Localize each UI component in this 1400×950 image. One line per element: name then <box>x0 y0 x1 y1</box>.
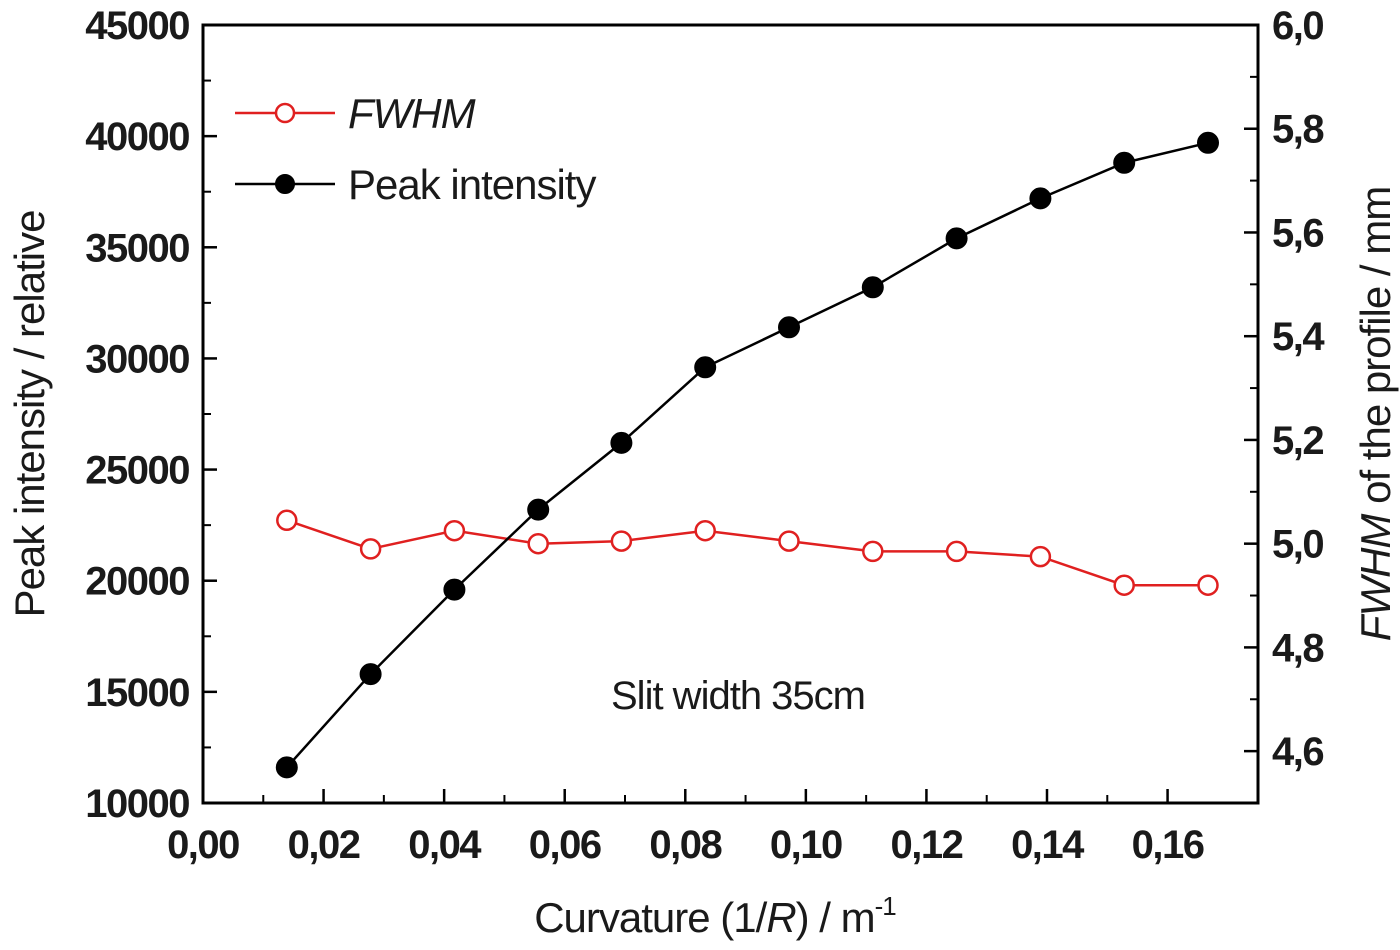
y-left-tick-label-4: 30000 <box>85 337 189 381</box>
point-fwhm-10 <box>1113 574 1135 596</box>
y-right-tick-label-2: 5,0 <box>1272 523 1323 567</box>
axis-ticks <box>201 23 1258 805</box>
legend: FWHM Peak intensity <box>235 90 597 208</box>
point-peak-intensity-8 <box>945 227 968 250</box>
y-right-tick-label-6: 5,8 <box>1272 108 1324 152</box>
point-fwhm-9 <box>1029 545 1052 568</box>
point-fwhm-3 <box>527 532 549 555</box>
y-axis-left-title: Peak intensity / relative <box>6 211 53 618</box>
x-tick-label-6: 0,12 <box>890 823 962 867</box>
legend-fwhm-label: FWHM <box>348 90 476 137</box>
slit-width-annotation: Slit width 35cm <box>611 674 865 718</box>
point-fwhm-6 <box>778 530 800 552</box>
point-fwhm-5 <box>694 519 716 542</box>
x-tick-label-2: 0,04 <box>408 823 482 867</box>
y-left-tick-label-7: 45000 <box>85 4 189 48</box>
y-left-tick-label-3: 25000 <box>85 449 189 493</box>
x-tick-label-1: 0,02 <box>288 823 360 867</box>
y-left-tick-label-1: 15000 <box>85 671 189 715</box>
y-right-tick-label-0: 4,6 <box>1272 730 1323 774</box>
tick-labels: 0,00 0,02 0,04 0,06 0,08 0,10 0,12 0,14 0,16 1000… <box>85 4 1327 867</box>
point-peak-intensity-9 <box>1029 187 1052 210</box>
y-right-tick-label-1: 4,8 <box>1272 626 1324 670</box>
x-tick-label-0: 0,00 <box>167 823 239 867</box>
x-tick-label-5: 0,10 <box>770 823 842 867</box>
y-right-tick-label-5: 5,6 <box>1272 211 1323 255</box>
y-left-tick-label-5: 35000 <box>85 226 189 270</box>
point-fwhm-4 <box>610 530 633 552</box>
y-axis-right-title: FWHM of the profile / mm <box>1352 187 1399 641</box>
point-fwhm-8 <box>945 540 968 563</box>
point-peak-intensity-10 <box>1113 151 1136 174</box>
x-tick-label-3: 0,06 <box>529 823 601 867</box>
point-fwhm-0 <box>276 509 298 532</box>
point-peak-intensity-2 <box>443 578 466 601</box>
plot-marks <box>275 131 1219 779</box>
x-tick-label-7: 0,14 <box>1011 823 1085 867</box>
point-fwhm-11 <box>1197 574 1219 596</box>
y-left-tick-label-0: 10000 <box>85 782 189 826</box>
y-left-tick-label-6: 40000 <box>85 115 189 159</box>
point-peak-intensity-5 <box>694 356 717 379</box>
point-peak-intensity-3 <box>527 498 550 521</box>
point-fwhm-1 <box>359 538 382 560</box>
legend-fwhm-marker <box>274 102 296 124</box>
point-fwhm-7 <box>862 540 884 563</box>
x-tick-label-4: 0,08 <box>649 823 722 867</box>
legend-peak-marker <box>275 174 295 194</box>
y-right-tick-label-4: 5,4 <box>1272 315 1325 359</box>
point-peak-intensity-6 <box>778 316 800 339</box>
legend-peak-label: Peak intensity <box>348 161 596 208</box>
series-line-fwhm <box>286 519 1208 587</box>
point-peak-intensity-4 <box>610 431 633 454</box>
y-right-tick-label-7: 6,0 <box>1272 4 1323 48</box>
point-peak-intensity-7 <box>861 276 884 299</box>
y-right-tick-label-3: 5,2 <box>1272 419 1323 463</box>
x-tick-label-8: 0,16 <box>1132 823 1204 867</box>
point-peak-intensity-0 <box>275 756 298 779</box>
point-fwhm-2 <box>443 519 466 542</box>
series-line-peak-intensity <box>285 141 1209 769</box>
point-peak-intensity-11 <box>1197 131 1219 154</box>
y-left-tick-label-2: 20000 <box>85 560 189 604</box>
x-axis-title: Curvature (1/R) / m-1 <box>534 891 896 941</box>
point-peak-intensity-1 <box>359 663 382 686</box>
